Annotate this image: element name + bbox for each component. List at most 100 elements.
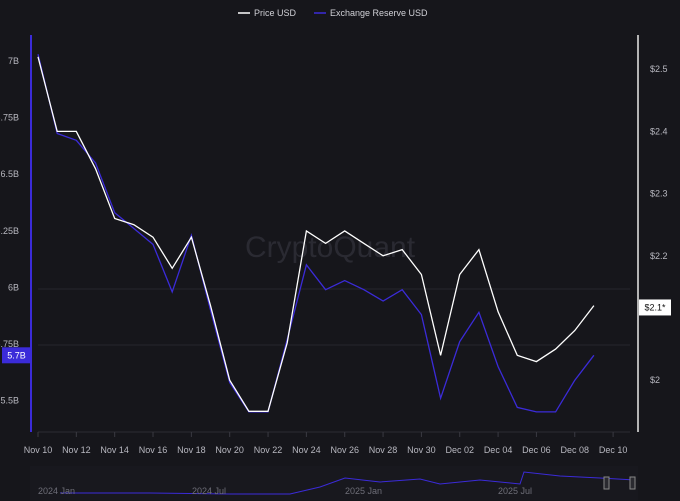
x-axis-tick-label: Dec 02 (445, 445, 474, 455)
left-axis-tick-label: 6.25B (0, 226, 19, 236)
navigator-label: 2025 Jan (345, 486, 382, 496)
data-point[interactable] (247, 410, 250, 413)
data-point[interactable] (573, 329, 576, 332)
navigator-handle-right[interactable] (629, 476, 636, 490)
data-point[interactable] (535, 360, 538, 363)
data-point[interactable] (324, 242, 327, 245)
data-point[interactable] (267, 410, 270, 413)
x-axis-tick-label: Nov 20 (215, 445, 244, 455)
series-line-exchange-reserve[interactable] (37, 54, 595, 413)
data-point[interactable] (497, 365, 500, 368)
navigator[interactable]: 2024 Jan 2024 Jul 2025 Jan 2025 Jul (30, 466, 638, 500)
data-point[interactable] (573, 379, 576, 382)
left-axis-tick-label: 6.75B (0, 113, 19, 123)
data-point[interactable] (477, 311, 480, 314)
x-axis-tick-label: Nov 22 (254, 445, 283, 455)
left-axis-tick-label: 6B (8, 282, 19, 292)
data-point[interactable] (94, 161, 97, 164)
legend-item-price[interactable]: Price USD (254, 8, 297, 18)
data-point[interactable] (56, 130, 59, 133)
data-point[interactable] (171, 290, 174, 293)
legend-item-reserve[interactable]: Exchange Reserve USD (330, 8, 428, 18)
data-point[interactable] (152, 236, 155, 239)
data-point[interactable] (94, 167, 97, 170)
data-point[interactable] (458, 273, 461, 276)
data-point[interactable] (113, 217, 116, 220)
data-point[interactable] (37, 55, 40, 58)
x-axis-tick-label: Nov 12 (62, 445, 91, 455)
navigator-series (60, 471, 636, 495)
current-reserve-badge (2, 347, 31, 364)
x-axis-tick-label: Nov 28 (369, 445, 398, 455)
data-point[interactable] (171, 267, 174, 270)
data-point[interactable] (592, 304, 595, 307)
watermark: CryptoQuant (245, 231, 416, 264)
x-axis-tick-label: Nov 26 (330, 445, 359, 455)
data-point[interactable] (401, 288, 404, 291)
data-point[interactable] (228, 379, 231, 382)
x-axis-tick-label: Nov 16 (139, 445, 168, 455)
data-point[interactable] (343, 279, 346, 282)
navigator-label: 2025 Jul (498, 486, 532, 496)
right-axis-tick-label: $2.4 (650, 126, 668, 136)
data-point[interactable] (420, 273, 423, 276)
current-price-label: $2.1* (644, 302, 666, 312)
left-axis-tick-label: 5.5B (0, 396, 19, 406)
data-point[interactable] (554, 348, 557, 351)
data-point[interactable] (420, 313, 423, 316)
left-axis-tick-label: 5.75B (0, 339, 19, 349)
data-point[interactable] (439, 397, 442, 400)
data-point[interactable] (113, 211, 116, 214)
data-point[interactable] (132, 223, 135, 226)
x-axis-tick-label: Dec 04 (484, 445, 513, 455)
x-axis-tick-label: Dec 10 (599, 445, 628, 455)
right-axis-tick-label: $2.3 (650, 189, 668, 199)
data-point[interactable] (324, 288, 327, 291)
x-axis-tick-label: Nov 24 (292, 445, 321, 455)
data-point[interactable] (362, 288, 365, 291)
data-point[interactable] (190, 236, 193, 239)
current-price-badge (639, 299, 671, 316)
data-point[interactable] (152, 243, 155, 246)
current-reserve-label: 5.7B (7, 350, 26, 360)
data-point[interactable] (439, 354, 442, 357)
data-point[interactable] (401, 248, 404, 251)
x-axis-tick-label: Nov 10 (24, 445, 53, 455)
data-point[interactable] (286, 341, 289, 344)
series-line-price[interactable] (37, 56, 595, 412)
data-point[interactable] (516, 354, 519, 357)
right-axis-tick-label: $2.5 (650, 64, 668, 74)
data-point[interactable] (554, 410, 557, 413)
data-point[interactable] (343, 229, 346, 232)
data-point[interactable] (535, 410, 538, 413)
legend[interactable]: Price USD Exchange Reserve USD (238, 8, 428, 18)
x-axis-tick-label: Dec 08 (560, 445, 589, 455)
x-axis-tick-label: Nov 14 (100, 445, 129, 455)
data-point[interactable] (477, 248, 480, 251)
left-axis-tick-label: 6.5B (0, 169, 19, 179)
data-point[interactable] (516, 406, 519, 409)
right-axis-tick-label: $2 (650, 375, 660, 385)
data-point[interactable] (497, 310, 500, 313)
data-point[interactable] (209, 304, 212, 307)
data-point[interactable] (592, 354, 595, 357)
data-point[interactable] (458, 340, 461, 343)
navigator-label: 2024 Jul (192, 486, 226, 496)
data-point[interactable] (132, 227, 135, 230)
data-point[interactable] (75, 130, 78, 133)
data-point[interactable] (382, 299, 385, 302)
left-axis-tick-label: 7B (8, 56, 19, 66)
data-point[interactable] (362, 242, 365, 245)
data-point[interactable] (382, 254, 385, 257)
data-point[interactable] (305, 229, 308, 232)
data-point[interactable] (75, 139, 78, 142)
x-axis-tick-label: Dec 06 (522, 445, 551, 455)
right-axis-tick-label: $2.2 (650, 251, 668, 261)
data-point[interactable] (305, 263, 308, 266)
navigator-handle-left[interactable] (603, 476, 610, 490)
x-axis-tick-label: Nov 18 (177, 445, 206, 455)
x-axis-tick-label: Nov 30 (407, 445, 436, 455)
navigator-background[interactable] (30, 466, 638, 500)
